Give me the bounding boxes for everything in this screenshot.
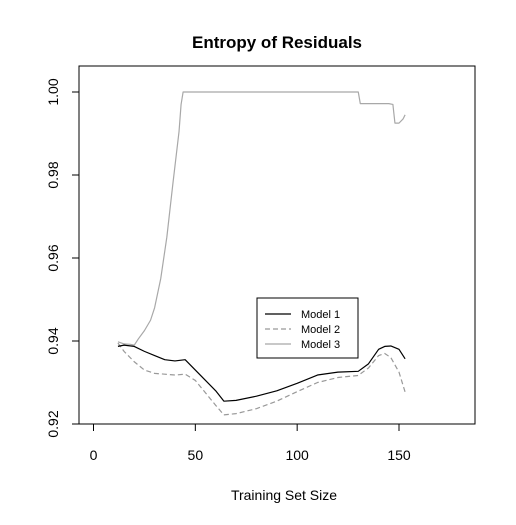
y-tick-label: 0.94 xyxy=(45,327,61,354)
legend: Model 1 Model 2 Model 3 xyxy=(256,297,359,359)
chart-title: Entropy of Residuals xyxy=(192,33,362,52)
y-tick-label: 0.92 xyxy=(45,410,61,437)
series-layer xyxy=(117,91,406,416)
x-tick-label: 150 xyxy=(387,447,411,463)
series-line-model-1 xyxy=(117,344,406,402)
legend-box xyxy=(256,297,359,359)
legend-label: Model 2 xyxy=(301,324,340,336)
series-line-model-2 xyxy=(117,342,406,416)
y-axis: 0.92 0.94 0.96 0.98 1.00 xyxy=(45,78,80,438)
x-tick-label: 0 xyxy=(90,447,98,463)
x-axis: 0 50 100 150 xyxy=(90,423,411,463)
legend-label: Model 3 xyxy=(301,339,340,351)
x-axis-label: Training Set Size xyxy=(231,487,337,503)
series-line-model-3 xyxy=(117,91,406,346)
y-tick-label: 0.98 xyxy=(45,161,61,188)
legend-label: Model 1 xyxy=(301,309,340,321)
x-tick-label: 100 xyxy=(285,447,309,463)
y-tick-label: 0.96 xyxy=(45,244,61,271)
y-tick-label: 1.00 xyxy=(45,78,61,105)
plot-frame xyxy=(78,65,476,425)
x-tick-label: 50 xyxy=(188,447,204,463)
